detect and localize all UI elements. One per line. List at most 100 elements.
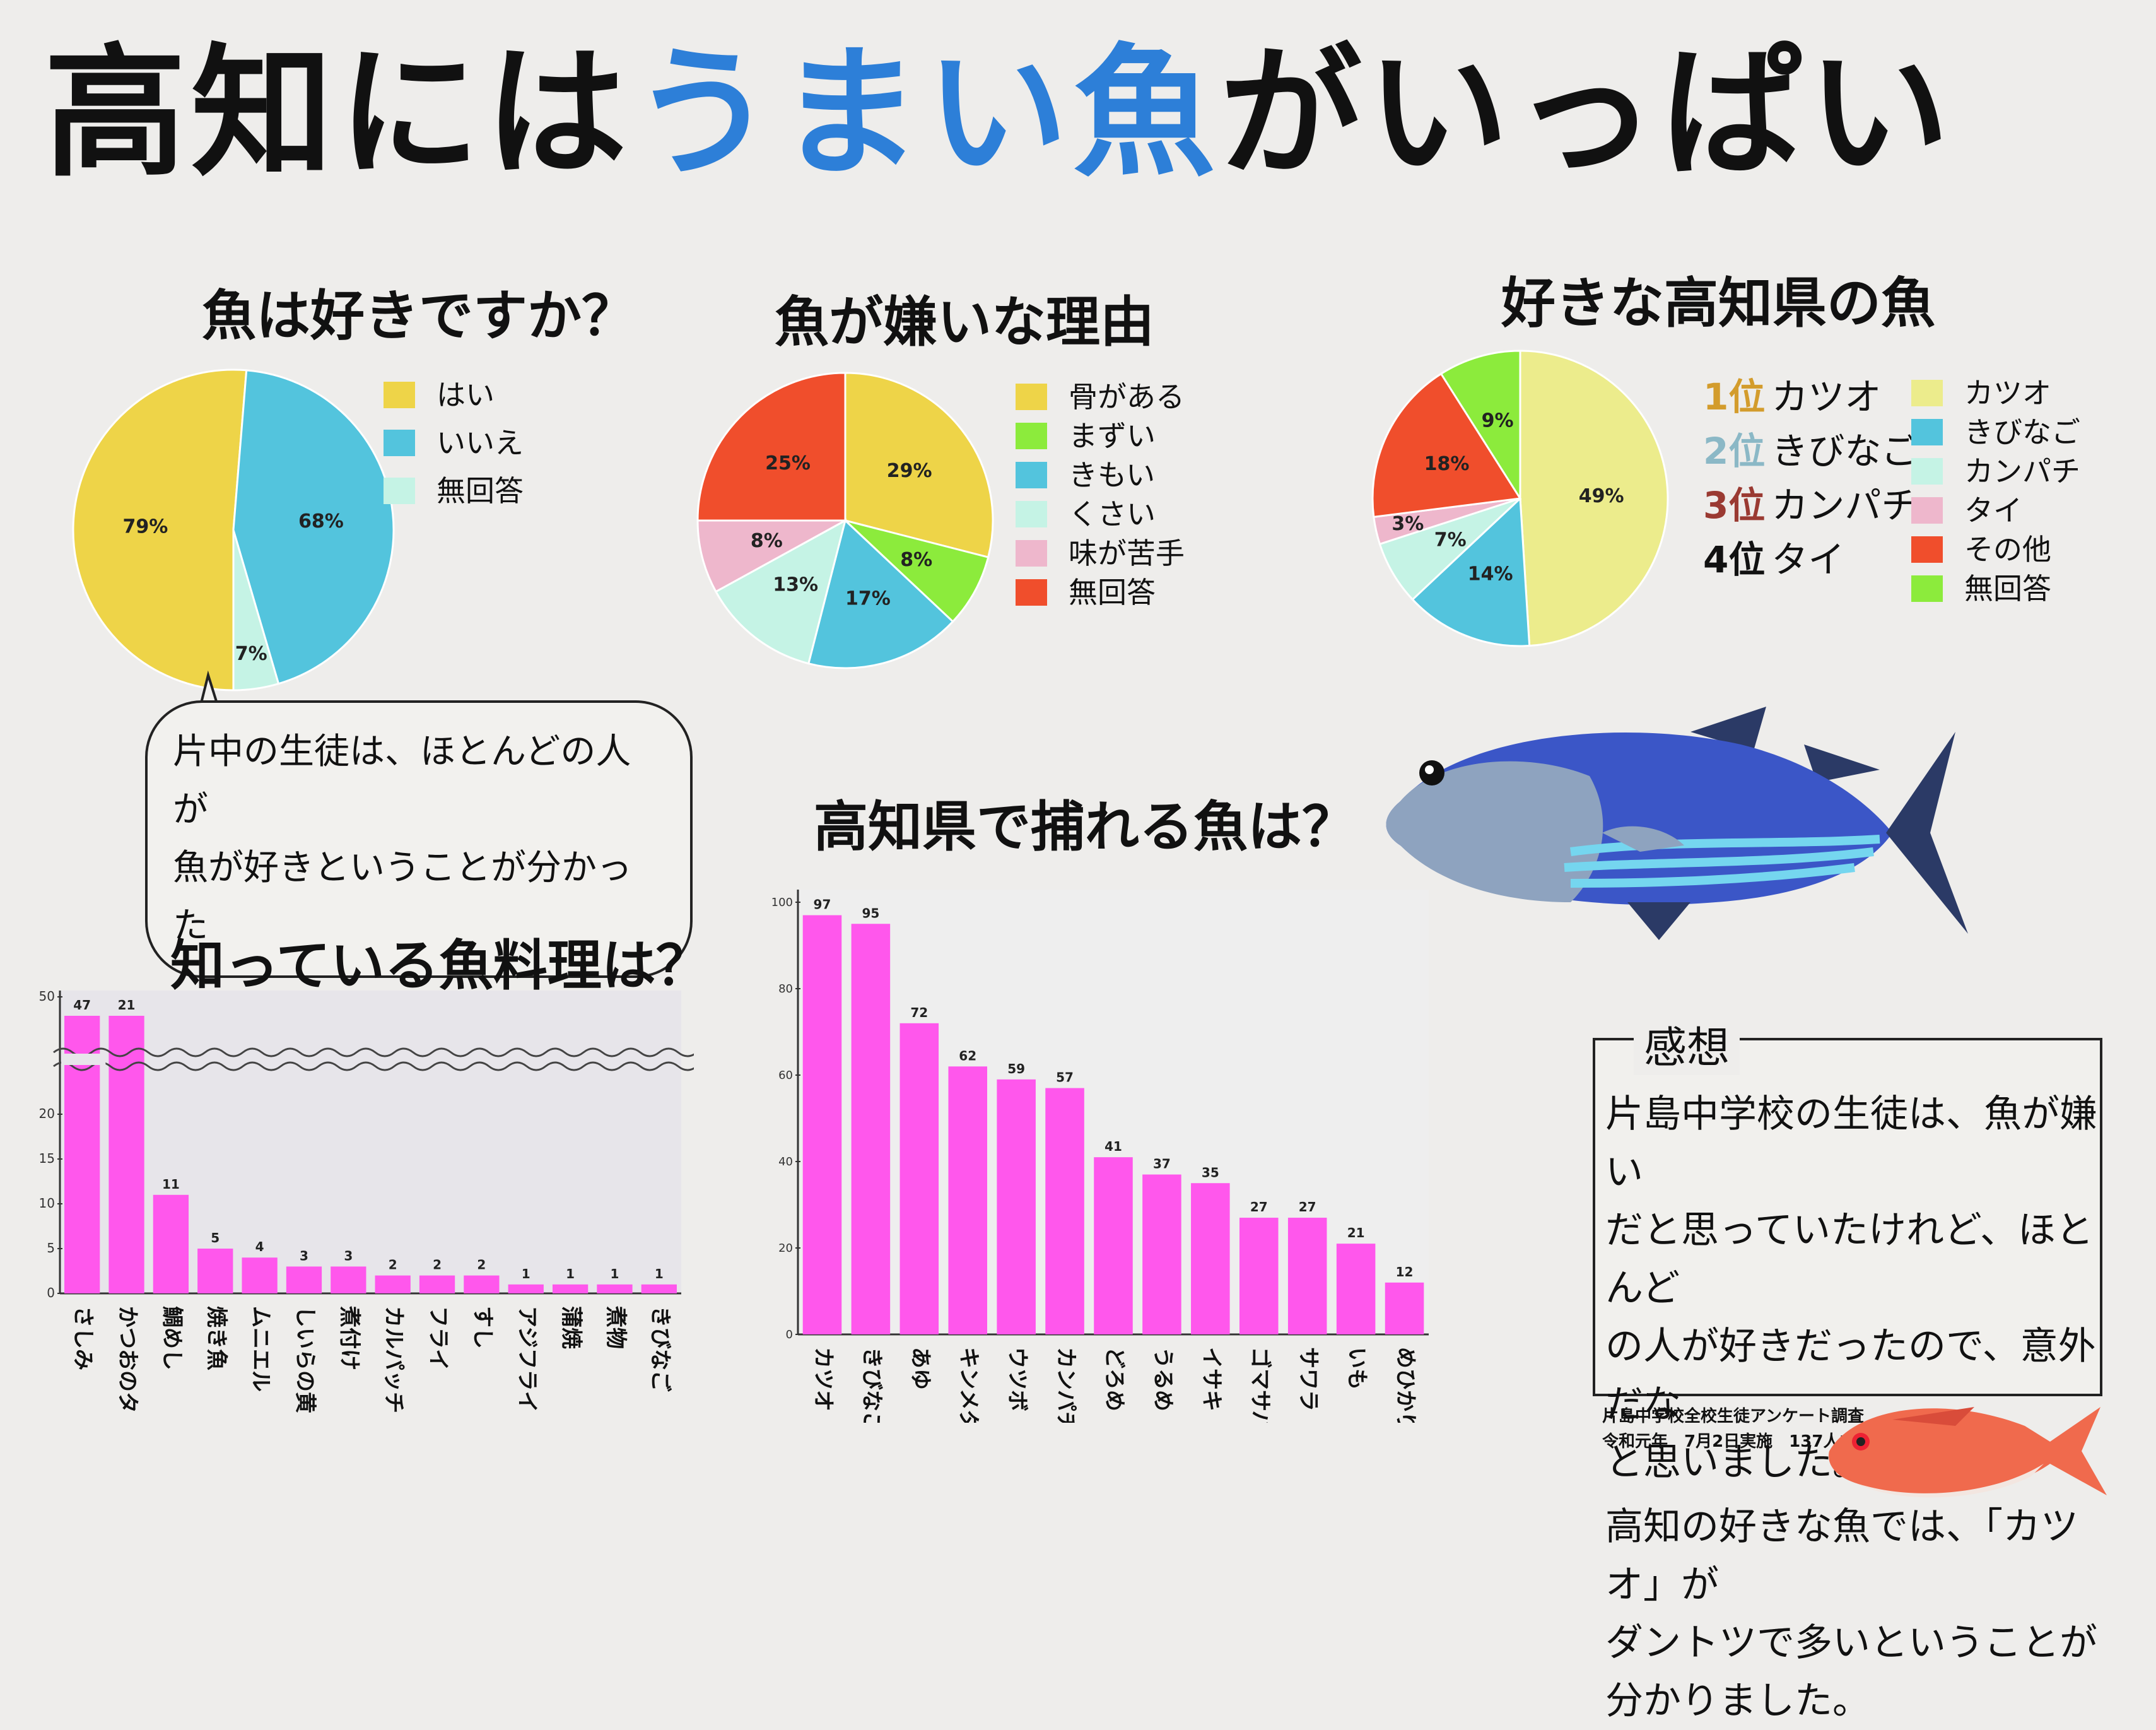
legend-label: まずい <box>1069 419 1156 453</box>
pie3-slice-label-2: 7% <box>1434 529 1467 551</box>
bar1-category-label: アジフライ <box>514 1306 539 1413</box>
ranking-item: 4位 タイ <box>1703 533 1918 587</box>
bar2-value-label: 57 <box>1056 1070 1074 1085</box>
bar1-value-label: 1 <box>655 1266 664 1281</box>
pie3-legend-item: 無回答 <box>1911 569 2080 608</box>
bar1-value-label: 5 <box>211 1230 220 1245</box>
pie2-slice-5 <box>696 372 847 522</box>
title-highlight: うまい魚 <box>632 31 1220 196</box>
bar1-category-label: きびなご <box>647 1306 672 1392</box>
bar2-bar-10 <box>1287 1218 1327 1334</box>
bar1-value-label: 1 <box>611 1266 619 1281</box>
bar1-axis-break-gap <box>61 1054 106 1065</box>
ranking-rank: 1位 <box>1703 375 1766 418</box>
impressions-frame <box>1593 1038 2102 1396</box>
bar1-category-label: 煮付け <box>337 1305 362 1370</box>
bar1-value-label: 3 <box>300 1248 308 1263</box>
bar1-bar-1 <box>108 1016 144 1293</box>
bar2-category-label: きびなご <box>859 1347 884 1423</box>
bar2-bar-1 <box>851 924 891 1334</box>
bar1-bar-11 <box>552 1284 589 1293</box>
bar2-bar-2 <box>899 1023 939 1334</box>
legend-swatch <box>1911 458 1943 485</box>
bar1-value-label: 47 <box>73 997 91 1013</box>
bar1-category-label: フライ <box>426 1306 451 1370</box>
bar1-category-label: 煮物 <box>603 1305 628 1349</box>
pie1-slice-2 <box>232 529 280 691</box>
bar1-category-label: かつおのタタキ <box>115 1306 140 1413</box>
bar2-bar-12 <box>1385 1282 1424 1334</box>
bar1-y-tick: 5 <box>47 1240 55 1256</box>
bar2-value-label: 27 <box>1299 1199 1316 1215</box>
pie2-slice-label-3: 13% <box>773 574 818 596</box>
bar1-y-tick: 20 <box>39 1106 55 1121</box>
bar1-bar-9 <box>464 1275 500 1293</box>
bar1-value-label: 2 <box>477 1257 486 1273</box>
bar1-title: 知っている魚料理は？ <box>170 934 710 997</box>
bar1-axis-break-line <box>53 1061 694 1071</box>
bar2-category-label: カンパチ <box>1053 1347 1079 1423</box>
pie3-legend-item: きびなご <box>1911 413 2080 452</box>
bar2-category-label: いも <box>1344 1347 1369 1390</box>
bar2-bar-11 <box>1336 1244 1376 1334</box>
ranking-name: カツオ <box>1771 375 1882 418</box>
pie3-slice-label-1: 14% <box>1468 563 1513 585</box>
pie1-chart: 79% 68% 7% <box>72 368 395 691</box>
bar2-value-label: 97 <box>814 897 831 912</box>
page-title: 高知にはうまい魚がいっぱい <box>44 19 2126 208</box>
bar1-y-tick: 10 <box>39 1196 55 1211</box>
pie2-slice-2 <box>807 519 954 669</box>
pie2-slice-label-0: 29% <box>887 460 932 482</box>
legend-label: カンパチ <box>1964 454 2080 488</box>
bar1-bar-10 <box>508 1284 544 1293</box>
pie2-slice-label-5: 25% <box>765 452 811 474</box>
pie3-legend-item: カンパチ <box>1911 452 2080 491</box>
pie3-chart: 49% 14%7% 3% 18% 9% <box>1371 350 1669 647</box>
bar1-category-label: カルパッチョ <box>381 1306 406 1413</box>
bar2-y-tick: 40 <box>778 1155 793 1168</box>
bar1-axis-break-line <box>53 1047 694 1057</box>
bar2-bar-9 <box>1239 1218 1279 1334</box>
ranking-name: タイ <box>1771 538 1845 581</box>
legend-label: その他 <box>1964 533 2051 567</box>
bar2-value-label: 59 <box>1007 1061 1025 1076</box>
legend-swatch <box>1911 380 1943 406</box>
ranking-name: カンパチ <box>1771 484 1918 527</box>
ranking-rank: 3位 <box>1703 484 1766 527</box>
bar2-category-label: キンメダイ <box>956 1347 981 1423</box>
bar2-y-tick: 0 <box>786 1328 793 1341</box>
bar1-bar-6 <box>331 1266 366 1293</box>
legend-swatch <box>1016 384 1047 410</box>
bar2-value-label: 35 <box>1202 1165 1219 1180</box>
sea-bream-fish-illustration <box>1829 1407 2107 1498</box>
bar1-bar-3 <box>197 1249 233 1293</box>
legend-swatch <box>1911 575 1943 602</box>
bar2-category-label: カツオ <box>811 1347 836 1411</box>
bar2-category-label: サワラ <box>1296 1347 1321 1411</box>
bar2-value-label: 21 <box>1347 1225 1365 1240</box>
bar2-category-label: どろめ <box>1102 1347 1127 1411</box>
bar2-value-label: 95 <box>862 905 879 921</box>
pie2-legend: 骨がある まずい きもい くさい 味が苦手 無回答 <box>1016 377 1185 612</box>
ranking-rank: 2位 <box>1703 430 1766 473</box>
bar1-category-label: さしみ <box>71 1306 96 1370</box>
pie1-slice-label-2: 7% <box>235 643 267 665</box>
legend-label: 骨がある <box>1069 380 1185 414</box>
ranking-item: 2位 きびなご <box>1703 424 1918 478</box>
legend-label: いいえ <box>436 426 524 460</box>
ranking-item: 3位 カンパチ <box>1703 478 1918 533</box>
bar1-bar-8 <box>419 1275 455 1293</box>
bar2-value-label: 41 <box>1104 1139 1122 1154</box>
bar2-bar-4 <box>997 1079 1036 1334</box>
bar2-value-label: 72 <box>910 1005 928 1020</box>
title-part2: がいっぱい <box>1220 31 1955 196</box>
bar2-bar-5 <box>1045 1088 1084 1334</box>
bar1-category-label: ムニエル <box>248 1306 273 1392</box>
ranking-rank: 4位 <box>1703 538 1766 581</box>
bar1-chart: 47さしみ21かつおのタタキ11鯛めし5焼き魚4ムニエル3しいらの黄金揚げ3煮付… <box>39 989 694 1413</box>
legend-swatch <box>1016 462 1047 488</box>
legend-swatch <box>1016 579 1047 606</box>
comment-line2: 魚が好きということが分かった <box>173 847 632 946</box>
pie3-title: 好きな高知県の魚 <box>1501 272 1935 335</box>
bar2-category-label: イサキ <box>1198 1347 1224 1411</box>
